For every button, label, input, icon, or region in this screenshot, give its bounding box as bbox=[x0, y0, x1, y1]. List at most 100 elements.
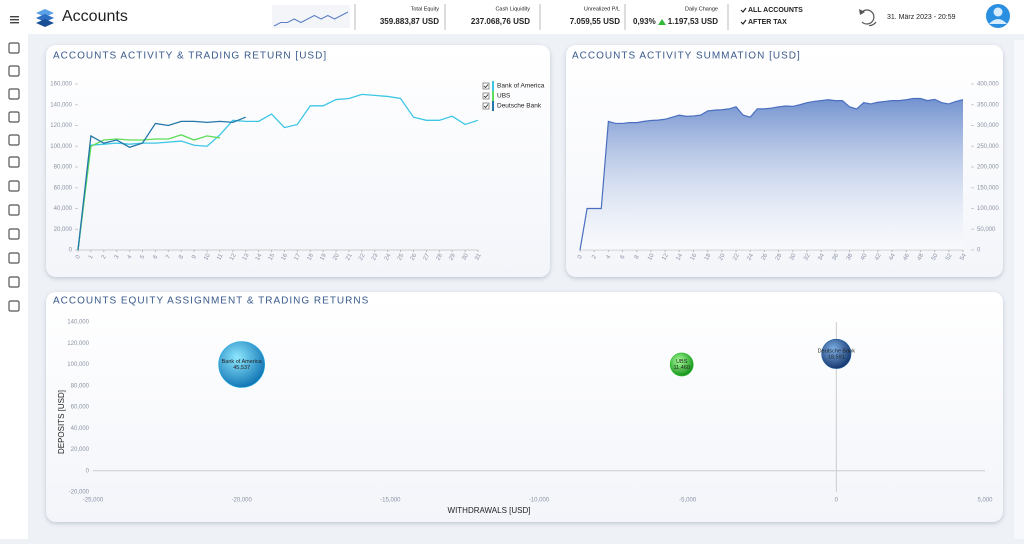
check-icon[interactable] bbox=[740, 7, 747, 13]
bubble-value-label: 18,591 bbox=[828, 354, 845, 360]
x-tick-label: 52 bbox=[945, 252, 954, 261]
header-bar bbox=[0, 0, 1024, 34]
x-tick-label: 3 bbox=[114, 254, 121, 260]
panel-title: ACCOUNTS EQUITY ASSIGNMENT & TRADING RET… bbox=[53, 296, 369, 307]
x-tick-label: 21 bbox=[345, 252, 354, 261]
x-tick-label: 42 bbox=[874, 252, 883, 261]
nav-icon[interactable] bbox=[8, 134, 20, 146]
x-tick-label: 28 bbox=[436, 252, 445, 261]
y-tick-label: 400,000 bbox=[977, 82, 999, 88]
nav-icon[interactable] bbox=[8, 156, 20, 168]
user-avatar[interactable] bbox=[986, 4, 1010, 28]
y-tick-label: 100,000 bbox=[977, 206, 999, 212]
scrollbar bbox=[1014, 40, 1024, 539]
y-tick-label: 120,000 bbox=[50, 123, 72, 129]
page-title: Accounts bbox=[62, 8, 128, 25]
x-tick-label: 16 bbox=[690, 252, 699, 261]
y-tick-label: 0 bbox=[86, 468, 90, 474]
legend-checkbox[interactable] bbox=[482, 92, 490, 100]
y-tick-label: 140,000 bbox=[67, 320, 89, 326]
x-tick-label: 4 bbox=[605, 254, 612, 260]
nav-icon[interactable] bbox=[8, 88, 20, 100]
x-tick-label: -25,000 bbox=[83, 498, 104, 504]
x-tick-label: 54 bbox=[959, 252, 968, 261]
y-tick-label: 50,000 bbox=[977, 227, 996, 233]
menu-icon[interactable] bbox=[10, 16, 19, 24]
y-tick-label: 300,000 bbox=[977, 123, 999, 129]
x-tick-label: 5 bbox=[140, 254, 147, 260]
legend-checkbox[interactable] bbox=[482, 82, 490, 90]
nav-icon[interactable] bbox=[8, 252, 20, 264]
y-tick-label: 200,000 bbox=[977, 165, 999, 171]
x-tick-label: 10 bbox=[647, 252, 656, 261]
x-tick-label: 6 bbox=[152, 254, 159, 260]
check-icon[interactable] bbox=[740, 19, 747, 25]
y-tick-label: 80,000 bbox=[71, 383, 90, 389]
bubble-value-label: 45,537 bbox=[233, 365, 250, 371]
y-tick-label: 20,000 bbox=[54, 227, 73, 233]
x-tick-label: 34 bbox=[817, 252, 826, 261]
nav-icon[interactable] bbox=[8, 42, 20, 54]
nav-icon[interactable] bbox=[8, 204, 20, 216]
legend-check bbox=[483, 104, 489, 109]
x-tick-label: 50 bbox=[931, 252, 940, 261]
x-tick-label: 0 bbox=[835, 498, 839, 504]
x-tick-label: 6 bbox=[620, 254, 627, 260]
bubble[interactable] bbox=[669, 352, 694, 377]
x-tick-label: 18 bbox=[704, 252, 713, 261]
x-tick-label: 36 bbox=[832, 252, 841, 261]
x-tick-label: 46 bbox=[902, 252, 911, 261]
x-tick-label: 30 bbox=[789, 252, 798, 261]
bubble[interactable] bbox=[218, 341, 265, 388]
legend-swatch bbox=[492, 101, 494, 111]
x-tick-label: 12 bbox=[661, 252, 670, 261]
x-tick-label: 13 bbox=[242, 252, 251, 261]
y-tick-label: 40,000 bbox=[54, 206, 73, 212]
x-tick-label: 32 bbox=[803, 252, 812, 261]
series-line bbox=[77, 134, 221, 251]
nav-icon[interactable] bbox=[8, 65, 20, 77]
nav-icon[interactable] bbox=[8, 276, 20, 288]
option-toggle[interactable]: AFTER TAX bbox=[748, 19, 787, 26]
y-tick-label: 250,000 bbox=[977, 144, 999, 150]
daily-change-value: 1.197,53 USD bbox=[668, 17, 718, 26]
legend-label: UBS bbox=[497, 93, 511, 100]
x-tick-label: 14 bbox=[255, 252, 264, 261]
sparkline-box bbox=[272, 5, 350, 28]
nav-icon[interactable] bbox=[8, 300, 20, 312]
x-axis-label: WITHDRAWALS [USD] bbox=[448, 506, 531, 515]
kpi-label: Cash Liquidity bbox=[495, 6, 530, 12]
x-tick-label: 27 bbox=[423, 252, 432, 261]
kpi-label: Unrealized P/L bbox=[584, 6, 620, 12]
x-tick-label: 24 bbox=[746, 252, 755, 261]
y-axis-label: DEPOSITS [USD] bbox=[57, 390, 66, 454]
daily-change-percent: 0,93% bbox=[633, 17, 656, 26]
refresh-icon[interactable] bbox=[859, 9, 877, 27]
nav-icon[interactable] bbox=[8, 180, 20, 192]
x-tick-label: 0 bbox=[75, 254, 82, 260]
legend-swatch bbox=[492, 91, 494, 101]
x-tick-label: 44 bbox=[888, 252, 897, 261]
bubble[interactable] bbox=[821, 338, 852, 369]
nav-icon[interactable] bbox=[8, 228, 20, 240]
kpi-value: 7.059,55 USD bbox=[570, 17, 620, 26]
option-toggle[interactable]: ALL ACCOUNTS bbox=[748, 7, 803, 14]
x-tick-label: 2 bbox=[591, 254, 598, 260]
legend-checkbox[interactable] bbox=[482, 102, 490, 110]
x-tick-label: 0 bbox=[577, 254, 584, 260]
x-tick-label: 22 bbox=[732, 252, 741, 261]
legend-label: Bank of America bbox=[497, 83, 545, 90]
app-logo bbox=[36, 9, 54, 27]
kpi-label: Total Equity bbox=[411, 6, 440, 12]
datetime: 31. März 2023 - 20:59 bbox=[887, 14, 956, 21]
y-tick-label: 160,000 bbox=[50, 82, 72, 88]
x-tick-label: -20,000 bbox=[231, 498, 252, 504]
y-tick-label: -20,000 bbox=[69, 490, 90, 496]
panel-title: ACCOUNTS ACTIVITY & TRADING RETURN [USD] bbox=[53, 51, 327, 62]
y-tick-label: 150,000 bbox=[977, 185, 999, 191]
area-line bbox=[579, 97, 964, 251]
nav-icon[interactable] bbox=[8, 111, 20, 123]
x-tick-label: 12 bbox=[229, 252, 238, 261]
y-tick-label: 350,000 bbox=[977, 102, 999, 108]
